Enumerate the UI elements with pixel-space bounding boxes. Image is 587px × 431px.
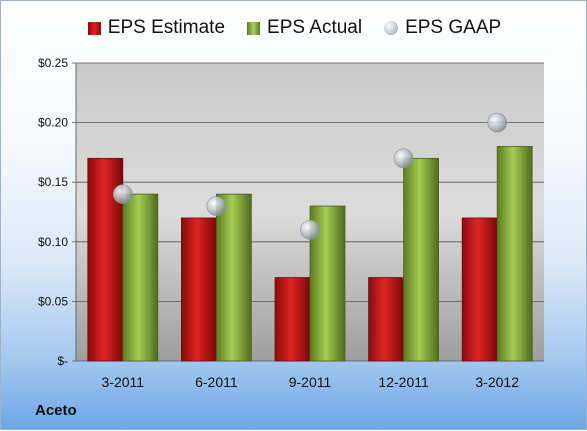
y-tick-label: $0.10	[38, 235, 68, 249]
gaap-markers	[113, 112, 508, 240]
legend-item-eps-estimate: EPS Estimate	[87, 17, 226, 39]
marker-eps-gaap	[113, 184, 133, 204]
y-tick-label: $-	[57, 354, 68, 368]
x-tick-label: 9-2011	[289, 374, 332, 390]
x-tick-label: 6-2011	[195, 374, 238, 390]
bar-eps-estimate	[461, 217, 498, 362]
marker-eps-gaap	[393, 148, 414, 169]
legend-swatch-sphere	[384, 21, 399, 35]
bar-eps-estimate	[368, 277, 405, 362]
y-axis-ticks: $- $0.05 $0.10 $0.15 $0.20 $0.25	[38, 56, 68, 368]
x-tick-label: 3-2012	[475, 374, 519, 390]
bar-eps-actual	[215, 193, 252, 362]
bars	[87, 146, 533, 362]
legend-item-eps-actual: EPS Actual	[247, 17, 362, 39]
legend: EPS Estimate EPS Actual EPS GAAP	[1, 17, 587, 39]
marker-eps-gaap	[300, 220, 320, 240]
bar-eps-estimate	[274, 277, 311, 362]
bar-eps-actual	[122, 193, 159, 362]
bar-eps-actual	[496, 146, 533, 362]
legend-label-eps-actual: EPS Actual	[267, 17, 363, 38]
y-tick-label: $0.20	[38, 116, 68, 130]
legend-swatch-green	[247, 21, 261, 35]
marker-eps-gaap	[206, 196, 227, 216]
x-tick-label: 12-2011	[378, 374, 429, 390]
legend-swatch-red	[87, 21, 101, 35]
company-name: Aceto	[35, 402, 77, 419]
bar-eps-actual	[403, 157, 440, 362]
y-tick-label: $0.15	[38, 175, 68, 189]
legend-label-eps-gaap: EPS GAAP	[405, 17, 502, 38]
x-axis-ticks: 3-2011 6-2011 9-2011 12-2011 3-2012	[102, 374, 520, 390]
y-tick-label: $0.25	[38, 56, 68, 70]
legend-label-eps-estimate: EPS Estimate	[107, 17, 226, 38]
legend-item-eps-gaap: EPS GAAP	[384, 17, 501, 39]
marker-eps-gaap	[487, 112, 508, 133]
y-tick-label: $0.05	[38, 294, 68, 308]
bar-eps-estimate	[180, 217, 217, 362]
x-tick-label: 3-2011	[102, 374, 145, 390]
